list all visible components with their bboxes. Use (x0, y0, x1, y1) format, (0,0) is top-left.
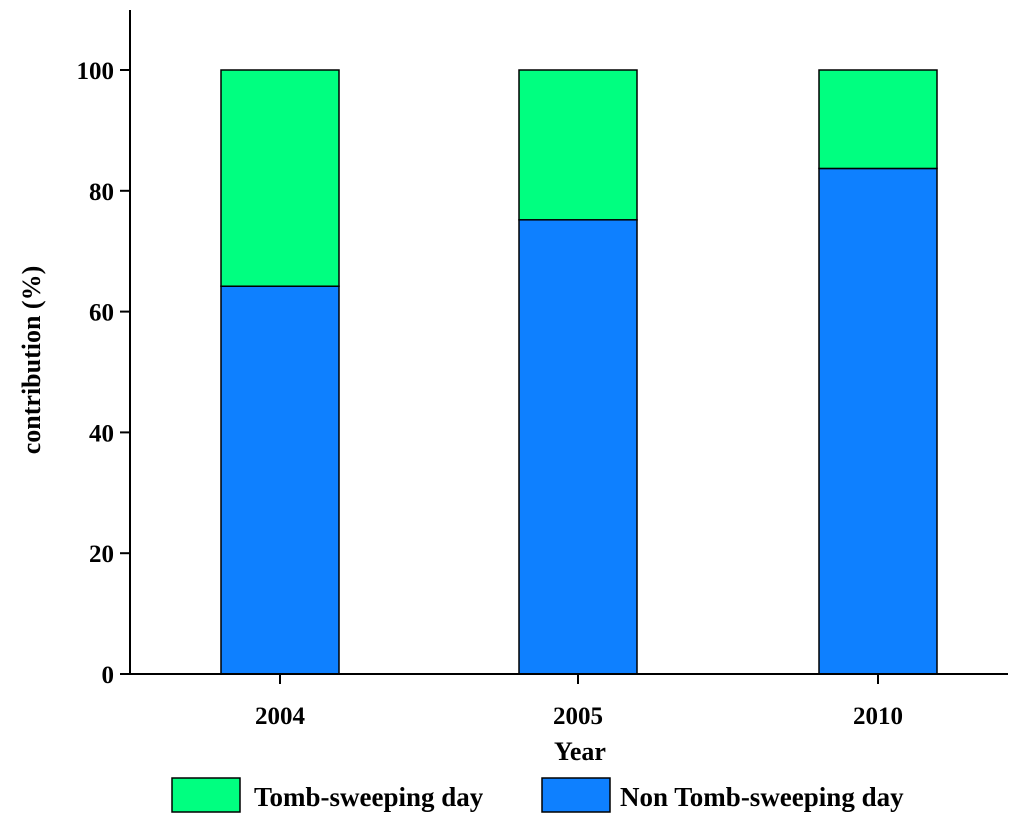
legend-label: Non Tomb-sweeping day (620, 782, 904, 812)
y-tick-label: 80 (89, 179, 114, 206)
y-tick-label: 100 (77, 58, 115, 85)
bar-2004-tomb-sweeping-day (220, 69, 340, 287)
y-tick-label: 60 (89, 300, 114, 327)
bars-layer (220, 69, 938, 675)
x-axis-title: Year (554, 737, 606, 766)
legend-label: Tomb-sweeping day (254, 782, 484, 812)
y-axis-title: contribution (%) (17, 266, 46, 455)
x-tick-label: 2010 (853, 703, 903, 730)
legend: Tomb-sweeping day Non Tomb-sweeping day (171, 777, 904, 813)
y-ticks: 0 20 40 60 80 100 (77, 58, 130, 689)
y-tick-label: 40 (89, 420, 114, 447)
bar-2010-non-tomb-sweeping-day (818, 167, 938, 675)
bar-2005-tomb-sweeping-day (518, 69, 638, 221)
bar-2010-tomb-sweeping-day (818, 69, 938, 170)
bar-2005-non-tomb-sweeping-day (518, 219, 638, 675)
y-tick-label: 20 (89, 541, 114, 568)
legend-swatch (171, 777, 241, 813)
y-tick-label: 0 (102, 662, 115, 689)
x-ticks: 2004 2005 2010 (255, 674, 903, 730)
legend-swatch (541, 777, 611, 813)
x-tick-label: 2005 (553, 703, 603, 730)
bar-2004-non-tomb-sweeping-day (220, 285, 340, 675)
x-tick-label: 2004 (255, 703, 306, 730)
